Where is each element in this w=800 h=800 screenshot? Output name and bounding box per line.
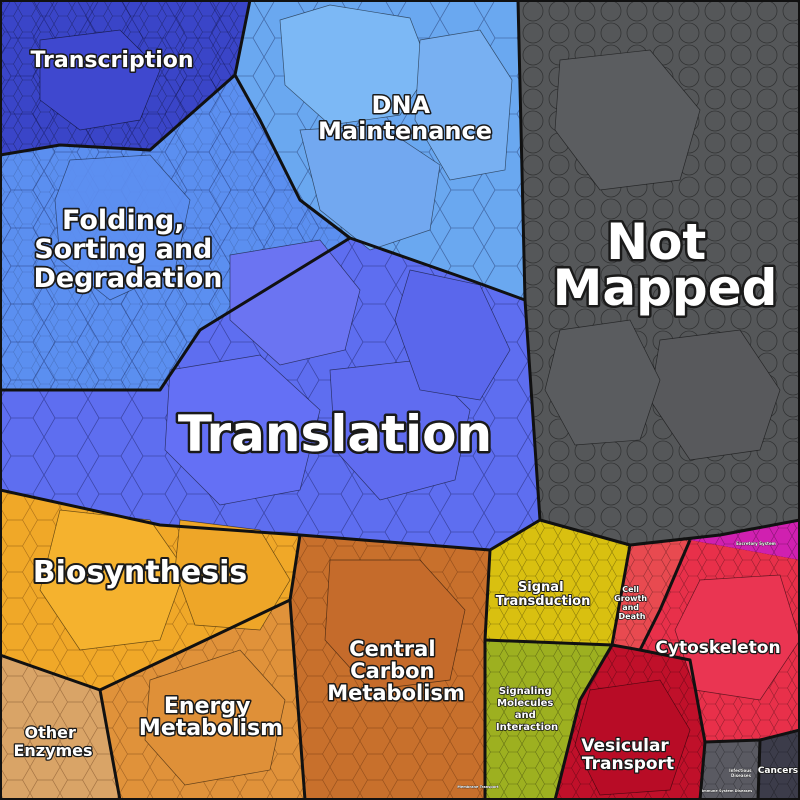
label-translation: Translation [178, 405, 492, 463]
inner-cells [39, 4, 800, 796]
label-vesicular-transport: Vesicular Transport [581, 736, 675, 774]
label-biosynthesis: Biosynthesis [33, 555, 248, 590]
labels: Transcription DNA Maintenance Folding, S… [12, 47, 799, 794]
label-not-mapped: Not Mapped [553, 213, 778, 317]
label-excretory-system: Excretory System [736, 541, 776, 546]
label-folding: Folding, Sorting and Degradation [33, 205, 222, 294]
label-immune-system: Immune System Diseases [702, 789, 752, 793]
label-infectious-diseases: Infectious Diseases [729, 768, 753, 778]
label-central-carbon: Central Carbon Metabolism [327, 637, 465, 705]
label-signaling-molecules: Signaling Molecules and Interaction [496, 686, 558, 733]
label-energy-metabolism: Energy Metabolism [139, 694, 283, 741]
label-cytoskeleton: Cytoskeleton [655, 638, 780, 658]
label-other-enzymes: Other Enzymes [13, 723, 92, 760]
label-cell-growth: Cell Growth and Death [614, 585, 650, 621]
label-transcription: Transcription [30, 48, 193, 73]
label-dna-maintenance: DNA Maintenance [318, 91, 492, 145]
label-membrane-transport: Membrane Transport [457, 785, 498, 789]
label-signal-transduction: Signal Transduction [496, 580, 591, 609]
label-cancers: Cancers [758, 766, 798, 776]
